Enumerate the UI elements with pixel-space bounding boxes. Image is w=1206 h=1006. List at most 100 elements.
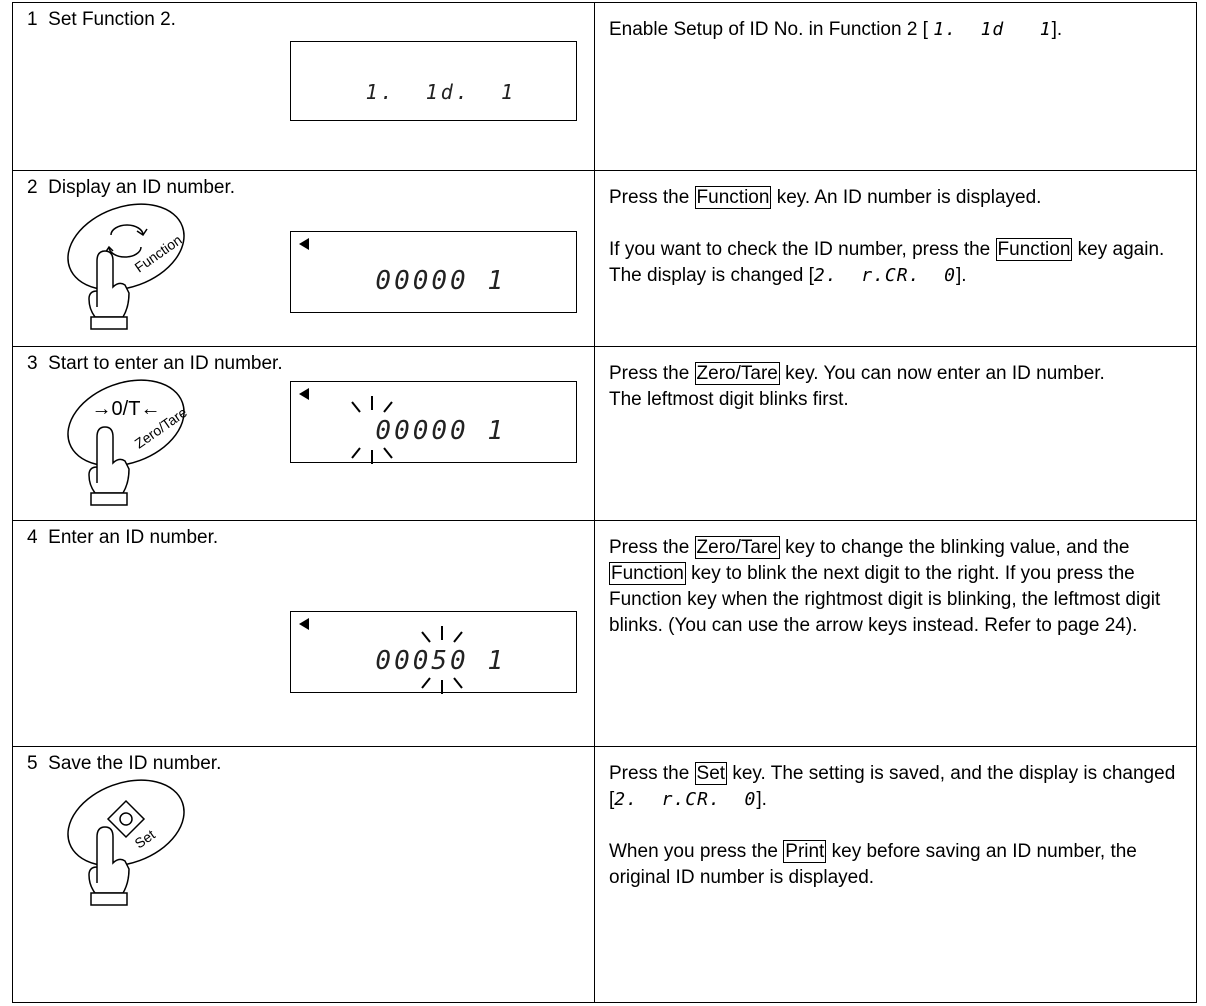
- key-icon: →0/T←Zero/Tare: [67, 379, 190, 506]
- display-code: 2. r.CR. 0: [614, 789, 757, 810]
- step-cell: 4 Enter an ID number. 00050 1: [12, 520, 595, 747]
- description: Enable Setup of ID No. in Function 2 [ 1…: [609, 17, 1181, 43]
- hand-cuff: [90, 316, 128, 330]
- set-symbol: [106, 799, 146, 839]
- lcd-indicators: [299, 238, 309, 250]
- set-symbol-dot: [119, 812, 133, 826]
- paragraph: Press the Zero/Tare key. You can now ent…: [609, 361, 1181, 387]
- blink-ray: [383, 401, 393, 413]
- key-icon: Set: [67, 779, 185, 906]
- paragraph: The leftmost digit blinks first.: [609, 387, 1181, 413]
- text: key before saving an ID number, the orig…: [609, 841, 1137, 888]
- lcd-value: 00050 1: [375, 646, 506, 676]
- step-heading: 4 Enter an ID number.: [27, 527, 218, 549]
- step-cell: 5 Save the ID number. Set: [12, 746, 595, 1003]
- text: When you press the: [609, 841, 784, 862]
- step-title: Display an ID number.: [48, 177, 236, 198]
- blink-ray: [383, 447, 393, 459]
- lcd-display: 1. 1d. 1: [290, 41, 577, 121]
- step-cell: 1 Set Function 2. 1. 1d. 1: [12, 2, 595, 171]
- paragraph: Press the Zero/Tare key to change the bl…: [609, 535, 1181, 639]
- step-number: 4: [27, 527, 38, 548]
- key-symbol: →0/T←: [92, 398, 161, 420]
- key-outline: [67, 379, 185, 467]
- step-heading: 3 Start to enter an ID number.: [27, 353, 283, 375]
- paragraph: Enable Setup of ID No. in Function 2 [ 1…: [609, 17, 1181, 43]
- text: Press the: [609, 363, 695, 384]
- blink-ray: [351, 447, 361, 459]
- lcd-indicators: [299, 388, 393, 464]
- text: key to change the blinking value, and th…: [779, 537, 1130, 558]
- stable-arrow: [299, 388, 309, 400]
- text: ].: [955, 265, 967, 286]
- key-name: Function: [609, 562, 686, 585]
- description-cell: Enable Setup of ID No. in Function 2 [ 1…: [594, 2, 1197, 171]
- lcd-display: 00000 1: [290, 231, 577, 313]
- key-outline: [67, 779, 185, 867]
- description-cell: Press the Zero/Tare key. You can now ent…: [594, 346, 1197, 521]
- step-number: 3: [27, 353, 38, 374]
- paragraph: If you want to check the ID number, pres…: [609, 237, 1181, 289]
- text: Press the: [609, 187, 695, 208]
- pressing-hand: [88, 826, 130, 894]
- step-title: Start to enter an ID number.: [48, 353, 283, 374]
- hand-cuff: [90, 892, 128, 906]
- display-code: 1. 1d 1: [933, 19, 1052, 40]
- key-outline: [67, 203, 185, 291]
- step-number: 2: [27, 177, 38, 198]
- description: Press the Set key. The setting is saved,…: [609, 761, 1181, 891]
- description-cell: Press the Function key. An ID number is …: [594, 170, 1197, 347]
- text: If you want to check the ID number, pres…: [609, 239, 996, 260]
- text: Enable Setup of ID No. in Function 2 [: [609, 19, 934, 40]
- step-cell: 2 Display an ID number. 00000 1 Function: [12, 170, 595, 347]
- text: ].: [756, 789, 767, 810]
- key-label: Set: [132, 826, 158, 851]
- step-heading: 2 Display an ID number.: [27, 177, 235, 199]
- blink-ray: [453, 677, 463, 689]
- text: ].: [1051, 19, 1063, 40]
- description-cell: Press the Set key. The setting is saved,…: [594, 746, 1197, 1003]
- step-heading: 1 Set Function 2.: [27, 9, 176, 31]
- blink-ray: [453, 631, 463, 643]
- step-number: 1: [27, 9, 38, 30]
- paragraph: Press the Function key. An ID number is …: [609, 185, 1181, 211]
- key-name: Print: [783, 840, 827, 863]
- paragraph: Press the Set key. The setting is saved,…: [609, 761, 1181, 813]
- key-icon: Function: [67, 203, 185, 330]
- text: key. The setting is saved, and the displ…: [609, 763, 1176, 810]
- step-number: 5: [27, 753, 38, 774]
- lcd-value: 00000 1: [375, 266, 506, 296]
- text: key again. The display is changed [: [609, 239, 1165, 286]
- text: key. You can now enter an ID number.: [779, 363, 1105, 384]
- hand-cuff: [90, 492, 128, 506]
- function-symbol: [104, 224, 148, 258]
- pressing-hand: [88, 250, 130, 318]
- key-name: Set: [694, 762, 728, 785]
- lcd-value: 1. 1d. 1: [365, 80, 516, 104]
- blink-ray: [421, 631, 431, 643]
- pressing-hand: [88, 426, 130, 494]
- description: Press the Zero/Tare key. You can now ent…: [609, 361, 1181, 413]
- key-label: Function: [132, 232, 185, 276]
- stable-arrow: [299, 618, 309, 630]
- description: Press the Function key. An ID number is …: [609, 185, 1181, 289]
- text: key. An ID number is displayed.: [771, 187, 1042, 208]
- text: Press the: [609, 763, 695, 784]
- paragraph: When you press the Print key before savi…: [609, 839, 1181, 891]
- description: Press the Zero/Tare key to change the bl…: [609, 535, 1181, 639]
- key-name: Zero/Tare: [694, 536, 780, 559]
- lcd-value: 00000 1: [375, 416, 506, 446]
- display-code: 2. r.CR. 0: [813, 265, 956, 286]
- key-name: Function: [694, 186, 772, 209]
- lcd-display: 00000 1: [290, 381, 577, 464]
- blink-ray: [351, 401, 361, 413]
- text: Press the: [609, 537, 695, 558]
- step-title: Enter an ID number.: [48, 527, 219, 548]
- lcd-display: 00050 1: [290, 611, 577, 694]
- text: key to blink the next digit to the right…: [609, 563, 1161, 636]
- lcd-indicators: [299, 618, 463, 694]
- key-name: Zero/Tare: [694, 362, 780, 385]
- key-name: Function: [995, 238, 1073, 261]
- stable-arrow: [299, 238, 309, 250]
